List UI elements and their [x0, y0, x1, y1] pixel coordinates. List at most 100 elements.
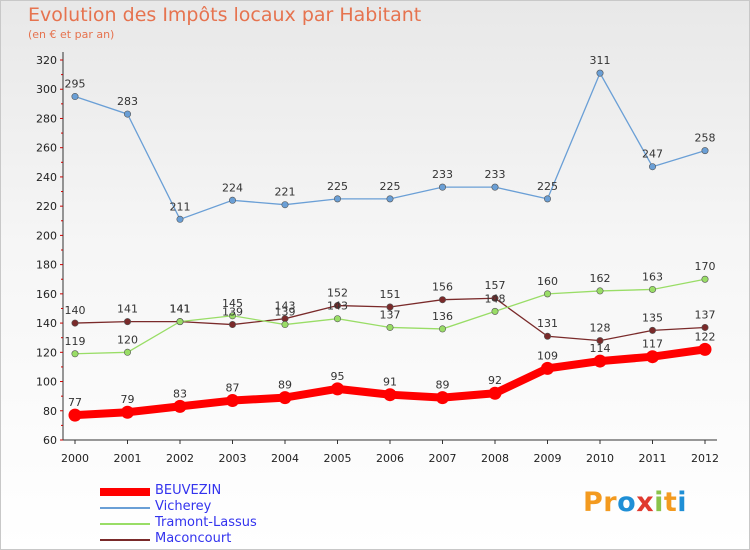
- data-label: 139: [275, 306, 296, 319]
- legend-item-maconcourt: Maconcourt: [100, 532, 400, 548]
- x-tick-label: 2000: [61, 452, 89, 465]
- x-axis: 2000 2001 2002 2003 2004 2005 2006 2007 2008 2009…: [61, 439, 719, 465]
- data-point: [596, 337, 604, 345]
- data-label: 233: [485, 168, 506, 181]
- data-label: 91: [383, 376, 397, 389]
- data-label: 311: [590, 54, 611, 67]
- y-tick-label: 100: [36, 376, 57, 389]
- data-label: 120: [117, 333, 138, 346]
- data-label: 143: [327, 300, 348, 313]
- data-label: 247: [642, 148, 663, 161]
- data-label: 211: [170, 200, 191, 213]
- data-point: [386, 303, 394, 311]
- legend-swatch: [100, 488, 150, 496]
- data-point: [278, 391, 292, 405]
- x-tick-label: 2007: [429, 452, 457, 465]
- logo-letter: t: [663, 487, 678, 518]
- data-point: [68, 408, 82, 422]
- y-tick-label: 140: [36, 317, 57, 330]
- data-point: [543, 332, 551, 340]
- legend-swatch: [100, 523, 150, 525]
- data-point: [698, 342, 712, 356]
- y-tick-label: 200: [36, 229, 57, 242]
- y-tick-label: 320: [36, 54, 57, 67]
- data-label: 137: [695, 308, 716, 321]
- logo-letter: x: [636, 487, 655, 518]
- logo-letter: i: [654, 487, 664, 518]
- data-point: [593, 354, 607, 368]
- series-beuvezin: [68, 342, 712, 422]
- data-point: [491, 294, 499, 302]
- y-tick-label: 220: [36, 200, 57, 213]
- y-tick-label: 240: [36, 171, 57, 184]
- x-tick-label: 2006: [376, 452, 404, 465]
- data-label: 233: [432, 168, 453, 181]
- data-point: [436, 391, 449, 405]
- data-point: [596, 69, 604, 77]
- x-tick-label: 2003: [219, 452, 247, 465]
- x-tick-label: 2011: [639, 452, 667, 465]
- data-point: [124, 348, 132, 356]
- data-label: 92: [488, 374, 502, 387]
- data-point: [386, 323, 394, 331]
- data-point: [386, 195, 394, 203]
- data-point: [229, 321, 237, 329]
- data-point: [596, 287, 604, 295]
- data-point: [543, 290, 551, 298]
- data-point: [124, 318, 132, 326]
- legend-swatch: [100, 539, 150, 541]
- data-label: 128: [590, 322, 611, 335]
- legend-label: Tramont-Lassus: [155, 515, 257, 530]
- data-point: [491, 183, 499, 191]
- y-tick-label: 300: [36, 83, 57, 96]
- data-point: [333, 195, 341, 203]
- data-label: 122: [695, 330, 716, 343]
- y-axis: 60 80 100 120 140 160 180 200 220 240 260 280 300 320: [36, 52, 64, 447]
- data-label: 114: [590, 342, 611, 355]
- series-tramont-lassus: [71, 275, 709, 358]
- data-point: [333, 315, 341, 323]
- legend-label: Vicherey: [155, 499, 212, 514]
- data-label: 135: [642, 311, 663, 324]
- data-label: 151: [380, 288, 401, 301]
- legend-item-vicherey: Vicherey: [100, 500, 400, 516]
- data-point: [71, 319, 79, 327]
- data-label: 160: [537, 275, 558, 288]
- series-vicherey: [71, 69, 709, 223]
- data-point: [438, 183, 446, 191]
- data-point: [71, 350, 79, 358]
- y-tick-label: 80: [43, 405, 57, 418]
- y-tick-label: 260: [36, 142, 57, 155]
- data-point: [226, 394, 239, 408]
- x-tick-label: 2004: [271, 452, 299, 465]
- data-point: [646, 350, 659, 364]
- data-label: 83: [173, 387, 187, 400]
- data-label: 137: [380, 308, 401, 321]
- logo-letter: P: [583, 487, 604, 518]
- data-point: [648, 285, 656, 293]
- data-point: [173, 399, 187, 413]
- logo-letter: r: [603, 487, 618, 518]
- y-tick-label: 180: [36, 259, 57, 272]
- legend-item-beuvezin: BEUVEZIN: [100, 484, 400, 500]
- chart-title: Evolution des Impôts locaux par Habitant: [28, 4, 422, 26]
- data-label: 89: [436, 379, 450, 392]
- data-label: 295: [65, 78, 86, 91]
- data-point: [333, 302, 341, 310]
- data-point: [701, 147, 709, 155]
- data-label: 141: [117, 303, 138, 316]
- data-label: 87: [226, 382, 240, 395]
- legend-label: Maconcourt: [155, 531, 232, 546]
- data-point: [648, 326, 656, 334]
- data-point: [491, 307, 499, 315]
- x-tick-label: 2002: [166, 452, 194, 465]
- data-label: 170: [695, 260, 716, 273]
- data-point: [229, 312, 237, 320]
- data-label: 152: [327, 287, 348, 300]
- data-point: [124, 110, 132, 118]
- data-label: 283: [117, 95, 138, 108]
- y-tick-label: 160: [36, 288, 57, 301]
- x-tick-label: 2012: [691, 452, 719, 465]
